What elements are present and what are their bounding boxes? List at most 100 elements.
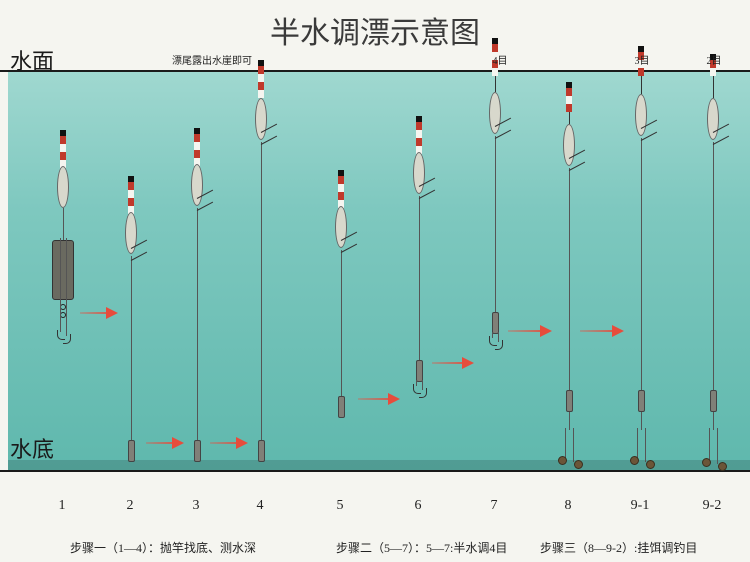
arrow-7 [580,330,622,332]
fishing-line [641,138,642,430]
float-body [563,124,575,166]
float-tip [338,170,344,208]
tip-segment [128,182,134,190]
sinker [492,312,499,334]
sinker [258,440,265,462]
float-body [57,166,69,208]
bait-line-left [709,428,710,460]
float-body [255,98,267,140]
bait-ball-left [702,458,711,467]
fishing-line [495,136,496,334]
bait-line-right [645,428,646,462]
float-body [335,206,347,248]
tip-segment [60,136,66,144]
bait-ball-left [558,456,567,465]
arrow-1 [80,312,116,314]
step-label-1: 步骤一（1—4）：抛竿找底、测水深 [70,539,256,556]
tip-segment [338,176,344,184]
tip-segment [258,90,264,98]
hook-line-right [66,238,67,336]
bait-line-left [637,428,638,458]
bait-ball-left [630,456,639,465]
step-label-2: 步骤二（5—7）：5—7:半水调4目 [336,539,507,556]
bait-ball-right [718,462,727,471]
fishing-line [63,208,64,240]
tip-segment [566,104,572,112]
arrow-6 [508,330,550,332]
rig-number-9-1: 9-1 [631,498,650,514]
tip-segment [258,82,264,90]
bait-ball-right [574,460,583,469]
arrow-2 [146,442,182,444]
rig-number-7: 7 [491,498,498,514]
arrow-5 [432,362,472,364]
arrow-4 [358,398,398,400]
fishing-line [341,250,342,418]
float-body [413,152,425,194]
float-stem [641,76,642,94]
float-tip [194,128,200,166]
tip-segment [128,198,134,206]
annotation-3: 3目 [635,52,650,67]
float-body [191,164,203,206]
sinker [638,390,645,412]
tip-segment [194,134,200,142]
float-tip [416,116,422,154]
arrow-3 [210,442,246,444]
rig-number-3: 3 [193,498,200,514]
sinker [416,360,423,382]
tip-segment [638,68,644,76]
rig-number-6: 6 [415,498,422,514]
step-label-3: 步骤三（8—9-2）:挂饵调钓目 [540,539,697,556]
float-tip [60,130,66,168]
hook-line-left [492,332,493,338]
fishing-line [131,256,132,460]
float-body [489,92,501,134]
bait-line-left [565,428,566,458]
tip-segment [566,88,572,96]
heavy-sinker [52,240,74,300]
tip-segment [128,190,134,198]
annotation-1: 漂尾露出水崖即可 [172,52,252,67]
tip-segment [416,122,422,130]
fishing-line [713,142,714,430]
hook-line-left [416,380,417,386]
fishing-line [419,196,420,382]
tip-segment [492,68,498,76]
float-body [635,94,647,136]
fishing-line [197,208,198,460]
hook-right [419,388,427,398]
rig-number-2: 2 [127,498,134,514]
hook-right [63,334,71,344]
sinker [128,440,135,462]
float-tip [566,82,572,112]
sinker [338,396,345,418]
tip-segment [194,150,200,158]
tip-segment [416,138,422,146]
tip-segment [416,130,422,138]
tip-segment [258,66,264,74]
hook-line-left [60,238,61,332]
float-tip [258,60,264,98]
tip-segment [566,96,572,104]
rig-number-8: 8 [565,498,572,514]
float-tip [128,176,134,214]
bait-ball-right [646,460,655,469]
label-water-bottom: 水底 [10,432,54,464]
float-stem [569,112,570,124]
rig-number-5: 5 [337,498,344,514]
tip-segment [60,144,66,152]
tip-segment [338,192,344,200]
float-stem [495,76,496,92]
sinker [194,440,201,462]
tip-segment [60,152,66,160]
annotation-4: 2目 [707,52,722,67]
tip-segment [194,142,200,150]
tip-segment [492,44,498,52]
bait-line-right [573,428,574,462]
label-water-surface: 水面 [10,44,54,76]
water-bottom-line [0,470,750,472]
rig-number-4: 4 [257,498,264,514]
hook-line-right [422,380,423,390]
hook-line-right [498,332,499,342]
